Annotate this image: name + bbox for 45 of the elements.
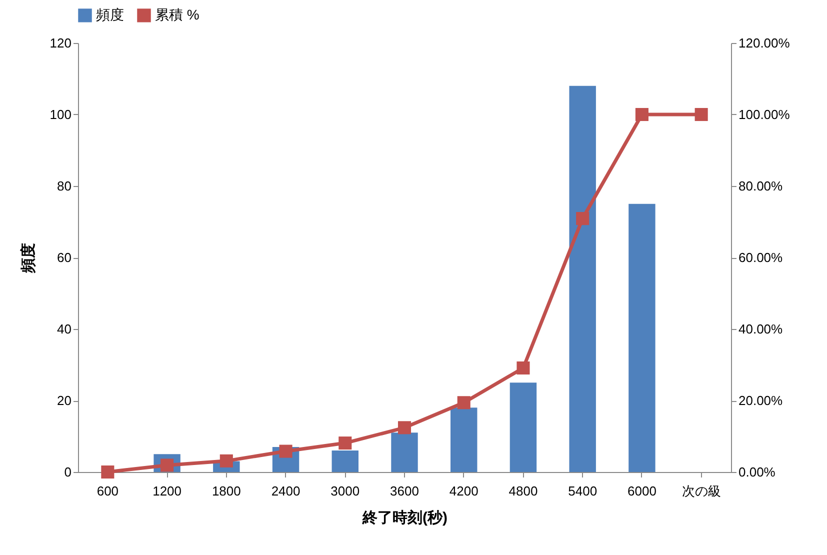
x-tick-label: 5400: [568, 484, 598, 498]
point: [398, 421, 412, 434]
bar: [332, 450, 358, 472]
y-tick-label: 120: [50, 36, 72, 50]
bar: [569, 86, 596, 472]
point: [635, 108, 648, 122]
point: [694, 108, 708, 122]
y2-tick-label: 20.00%: [738, 393, 784, 408]
point: [576, 212, 590, 226]
point: [101, 465, 114, 479]
y-tick-label: 20: [57, 393, 72, 408]
x-tick-label: 6000: [627, 484, 656, 498]
bar: [450, 408, 478, 472]
bar: [628, 204, 656, 472]
y2-tick-label: 40.00%: [738, 322, 784, 336]
y2-tick-label: 80.00%: [738, 178, 784, 194]
y-tick-label: 0: [64, 464, 72, 480]
x-tick-label: 4200: [449, 484, 478, 498]
y2-tick-label: 0.00%: [738, 464, 776, 480]
x-tick-label: 3000: [330, 484, 360, 498]
x-tick-label: 4800: [508, 484, 538, 498]
y-tick-label: 100: [50, 107, 72, 122]
y-tick-label: 40: [57, 322, 72, 336]
x-tick-label: 600: [96, 484, 119, 498]
bar: [391, 432, 418, 472]
point: [338, 436, 352, 450]
x-axis-title: 終了時刻(秒): [362, 508, 448, 526]
point: [220, 454, 233, 468]
x-tick-label: 2400: [271, 484, 300, 498]
legend-label: 累積 %: [155, 6, 200, 22]
y2-tick-label: 100.00%: [738, 107, 790, 122]
y2-tick-label: 60.00%: [738, 250, 784, 265]
y-tick-label: 80: [57, 178, 72, 194]
y2-tick-label: 120.00%: [738, 36, 790, 50]
bar: [510, 382, 537, 472]
y-tick-label: 60: [57, 250, 72, 265]
y-axis-title: 頻度: [18, 243, 37, 274]
legend-label: 頻度: [96, 6, 124, 22]
x-tick-label: 1200: [152, 484, 182, 498]
point: [457, 396, 470, 410]
x-tick-label: 次の級: [682, 484, 721, 498]
point: [279, 444, 292, 458]
point: [516, 361, 530, 374]
x-tick-label: 3600: [390, 484, 419, 498]
x-tick-label: 1800: [212, 484, 241, 498]
